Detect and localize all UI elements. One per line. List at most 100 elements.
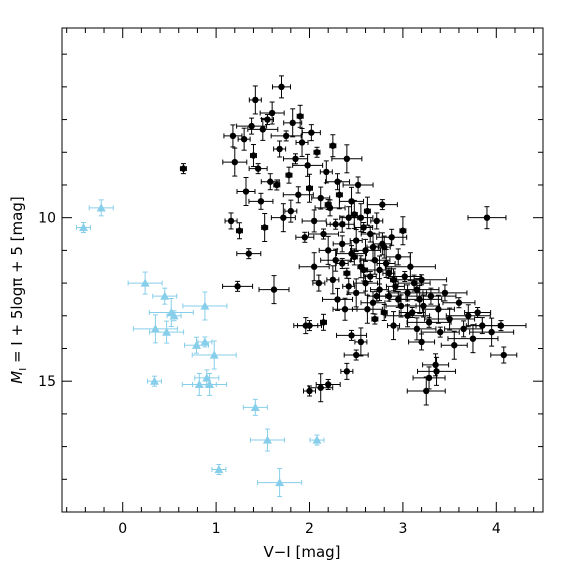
circle-point [441, 289, 449, 297]
circle-point [401, 273, 408, 280]
circle-point [500, 351, 507, 359]
circle-point [329, 276, 337, 284]
y-axis-label: MI = I + 5logπ + 5 [mag] [8, 196, 29, 383]
circle-point [465, 312, 472, 319]
circle-point [367, 273, 374, 280]
triangle-point [150, 324, 160, 333]
circle-point [334, 296, 341, 303]
circle-point [369, 243, 377, 251]
triangle-point [250, 402, 260, 411]
circle-point [268, 109, 276, 117]
triangle-point [96, 203, 106, 212]
circle-point [242, 188, 250, 195]
circle-point [180, 165, 187, 172]
circle-point [364, 306, 371, 313]
x-tick-label: 3 [398, 521, 407, 537]
circle-point [323, 168, 330, 176]
circle-point [404, 312, 411, 319]
y-axis-label-subscript: I [18, 368, 29, 371]
triangle-point [160, 291, 170, 300]
circle-point [399, 227, 407, 234]
x-tick-label: 2 [305, 521, 314, 537]
circle-point [341, 306, 349, 313]
circle-point [379, 201, 386, 208]
circle-point [483, 214, 491, 221]
circle-point [362, 247, 369, 254]
circle-point [410, 279, 418, 287]
circle-point [310, 263, 318, 270]
circle-point [354, 181, 362, 189]
circle-point [296, 113, 304, 120]
circle-point [385, 270, 393, 277]
circle-point [460, 325, 467, 333]
circle-point [357, 214, 365, 221]
x-tick-label: 0 [118, 521, 127, 537]
triangle-point [205, 379, 215, 389]
circle-point [236, 227, 243, 234]
circle-point [392, 283, 399, 290]
triangle-point [194, 379, 204, 389]
data-points [78, 83, 507, 487]
circle-point [397, 302, 405, 310]
triangle-point [312, 435, 322, 444]
circle-point [373, 292, 380, 300]
circle-point [407, 263, 414, 270]
circle-point [338, 240, 346, 248]
circle-point [308, 129, 315, 136]
circle-point [229, 132, 237, 140]
triangle-point [140, 278, 150, 287]
triangle-point [202, 373, 212, 382]
circle-point [376, 266, 383, 274]
circle-point [413, 325, 421, 333]
y-axis-label-text: = I + 5logπ + 5 [mag] [8, 196, 26, 368]
circle-point [320, 319, 327, 326]
circle-point [373, 217, 380, 225]
circle-point [474, 309, 481, 316]
circle-point [418, 276, 425, 284]
triangle-point [169, 311, 179, 320]
circle-point [306, 185, 313, 192]
circle-point [304, 162, 311, 169]
circle-point [343, 155, 351, 163]
circle-point [348, 198, 355, 205]
circle-point [427, 292, 435, 300]
circle-point [425, 374, 433, 382]
circle-point [353, 289, 360, 297]
circle-point [360, 224, 367, 231]
circle-point [404, 289, 411, 297]
circle-point [334, 178, 341, 185]
circle-point [379, 240, 386, 248]
y-tick-label: 10 [38, 211, 56, 227]
circle-point [261, 224, 268, 231]
triangle-point [200, 337, 210, 346]
circle-point [455, 299, 463, 306]
circle-point [390, 322, 397, 329]
circle-point [324, 247, 332, 254]
circle-point [437, 328, 444, 336]
circle-point [479, 322, 486, 329]
circle-point [315, 279, 323, 287]
circle-point [278, 83, 285, 91]
circle-point [345, 283, 352, 290]
circle-point [385, 292, 393, 300]
circle-point [388, 234, 395, 241]
circle-point [336, 191, 343, 198]
circle-point [343, 368, 351, 375]
circle-point [310, 217, 318, 225]
x-axis-label: V−I [mag] [263, 543, 340, 561]
circle-point [343, 270, 351, 277]
circle-point [420, 302, 427, 310]
circle-point [245, 250, 252, 257]
circle-point [390, 276, 397, 284]
circle-point [240, 135, 248, 143]
circle-point [280, 214, 287, 221]
circle-point [282, 132, 290, 140]
circle-point [433, 368, 440, 375]
circle-point [306, 322, 313, 329]
circle-point [371, 256, 379, 264]
circle-point [285, 171, 293, 179]
circle-point [416, 296, 423, 303]
circle-point [267, 178, 274, 185]
circle-point [329, 142, 337, 149]
circle-point [324, 381, 332, 388]
